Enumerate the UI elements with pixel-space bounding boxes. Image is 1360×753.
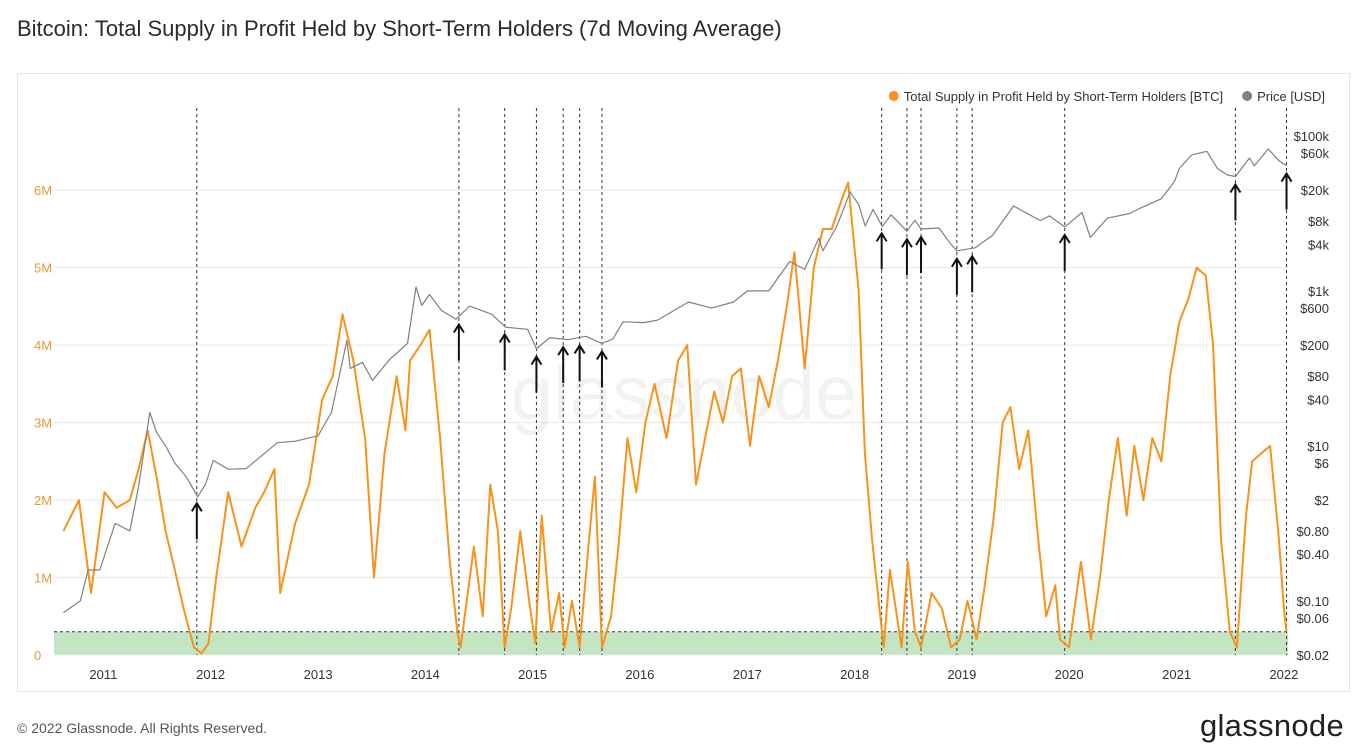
x-tick-label: 2019 bbox=[947, 667, 976, 682]
left-tick-label: 0 bbox=[34, 648, 41, 663]
x-tick-label: 2011 bbox=[89, 667, 117, 682]
right-tick-label: $0.02 bbox=[1296, 648, 1329, 663]
x-tick-label: 2018 bbox=[840, 667, 869, 682]
supply-series-line bbox=[62, 181, 1288, 655]
arrow-head bbox=[1280, 171, 1293, 183]
right-tick-label: $8k bbox=[1308, 214, 1329, 229]
arrow-head bbox=[557, 345, 570, 356]
arrow-head bbox=[966, 254, 979, 265]
x-tick-label: 2016 bbox=[625, 667, 654, 682]
arrow-head bbox=[951, 256, 963, 268]
right-tick-label: $600 bbox=[1300, 301, 1329, 316]
right-tick-label: $1k bbox=[1308, 284, 1329, 299]
legend-marker-supply bbox=[888, 91, 899, 101]
legend-label-supply: Total Supply in Profit Held by Short-Ter… bbox=[904, 89, 1223, 104]
right-tick-label: $60k bbox=[1301, 146, 1330, 161]
right-tick-label: $0.06 bbox=[1296, 611, 1329, 626]
arrow-head bbox=[498, 332, 511, 343]
right-tick-label: $0.80 bbox=[1296, 524, 1329, 539]
supply-series-layer bbox=[62, 181, 1288, 655]
arrow-head bbox=[596, 349, 608, 360]
legend: Total Supply in Profit Held by Short-Ter… bbox=[888, 89, 1325, 104]
arrow-head bbox=[453, 322, 465, 334]
x-tick-label: 2021 bbox=[1162, 667, 1191, 682]
copyright-text: © 2022 Glassnode. All Rights Reserved. bbox=[17, 720, 268, 736]
left-tick-label: 3M bbox=[34, 416, 52, 431]
arrow-head bbox=[1229, 182, 1242, 194]
left-tick-label: 2M bbox=[34, 493, 52, 508]
right-tick-label: $40 bbox=[1307, 392, 1329, 407]
right-tick-label: $100k bbox=[1294, 129, 1330, 144]
arrow-head bbox=[1058, 233, 1071, 244]
right-tick-label: $6 bbox=[1315, 456, 1329, 471]
left-tick-label: 5M bbox=[34, 261, 52, 276]
x-axis-ticks: 2011 2012 2013 2014 2015 2016 2017 2018 2019 2020… bbox=[89, 667, 1298, 682]
x-tick-label: 2014 bbox=[411, 667, 440, 682]
right-tick-label: $0.10 bbox=[1296, 594, 1329, 609]
left-axis-ticks: 0 1M 2M 3M 4M 5M 6M bbox=[34, 183, 52, 663]
arrow-head bbox=[901, 237, 913, 248]
threshold-band bbox=[54, 631, 1288, 655]
x-tick-label: 2017 bbox=[733, 667, 762, 682]
chart-container: glassnode 0 1M 2M 3M 4M 5M 6M $0.02 $0.06 $0.10 $… bbox=[17, 73, 1350, 692]
arrow-head bbox=[190, 501, 203, 512]
legend-marker-price bbox=[1242, 91, 1253, 101]
left-tick-label: 1M bbox=[34, 571, 52, 586]
threshold-band-layer bbox=[54, 631, 1288, 655]
right-tick-label: $10 bbox=[1307, 439, 1329, 454]
right-tick-label: $2 bbox=[1315, 493, 1329, 508]
arrow-head bbox=[875, 231, 888, 242]
arrow-head bbox=[915, 235, 927, 246]
x-tick-label: 2015 bbox=[518, 667, 547, 682]
legend-label-price: Price [USD] bbox=[1257, 89, 1325, 104]
x-tick-label: 2012 bbox=[196, 667, 225, 682]
brand-logo: glassnode bbox=[1199, 708, 1344, 743]
right-axis-ticks: $0.02 $0.06 $0.10 $0.40 $0.80 $2 $6 $10 $40 $80 $2… bbox=[1294, 129, 1330, 663]
price-series-layer bbox=[63, 148, 1287, 614]
right-tick-label: $80 bbox=[1307, 369, 1329, 384]
arrow-markers bbox=[190, 171, 1293, 540]
price-series-line bbox=[63, 148, 1287, 614]
page-title: Bitcoin: Total Supply in Profit Held by … bbox=[17, 16, 782, 41]
right-tick-label: $20k bbox=[1301, 183, 1330, 198]
x-tick-label: 2013 bbox=[304, 667, 333, 682]
right-tick-label: $4k bbox=[1308, 237, 1329, 252]
arrow-head bbox=[573, 343, 586, 354]
watermark: glassnode bbox=[511, 351, 858, 436]
left-tick-label: 4M bbox=[34, 338, 52, 353]
left-tick-label: 6M bbox=[34, 183, 52, 198]
x-tick-label: 2022 bbox=[1269, 667, 1298, 682]
arrow-head bbox=[530, 354, 543, 366]
right-tick-label: $0.40 bbox=[1296, 547, 1329, 562]
right-tick-label: $200 bbox=[1300, 338, 1329, 353]
x-tick-label: 2020 bbox=[1055, 667, 1084, 682]
